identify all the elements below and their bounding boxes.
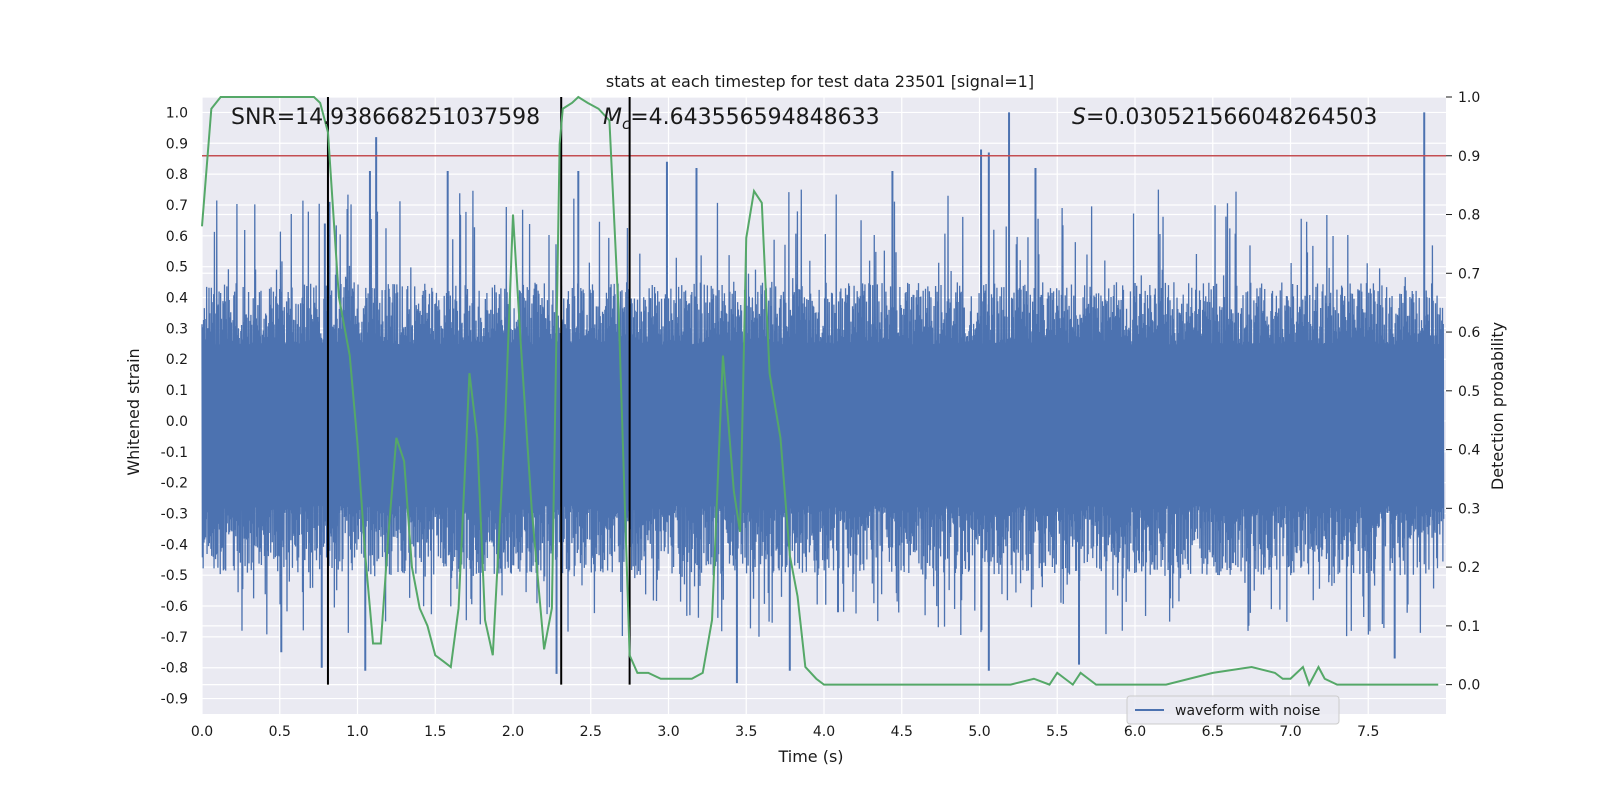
y2-tick-label: 0.0: [1458, 678, 1480, 694]
y-tick-label: -0.7: [161, 630, 188, 646]
y-tick-label: -0.3: [161, 506, 188, 522]
y-tick-label: -0.6: [161, 599, 188, 615]
x-tick-label: 2.5: [580, 724, 602, 740]
chart-title: stats at each timestep for test data 235…: [606, 72, 1034, 91]
y2-tick-label: 0.2: [1458, 560, 1480, 576]
s-annotation: S=0.030521566048264503: [1072, 105, 1377, 130]
x-tick-label: 0.0: [191, 724, 213, 740]
x-tick-label: 4.0: [813, 724, 835, 740]
x-tick-label: 7.5: [1357, 724, 1379, 740]
x-tick-label: 1.5: [424, 724, 446, 740]
y-tick-label: 0.5: [166, 260, 188, 276]
x-tick-label: 1.0: [346, 724, 368, 740]
y-tick-label: 0.1: [166, 383, 188, 399]
x-tick-label: 6.0: [1124, 724, 1146, 740]
snr-annotation: SNR=14.938668251037598: [231, 105, 540, 130]
x-tick-label: 7.0: [1279, 724, 1301, 740]
y-tick-label: 0.6: [166, 229, 188, 245]
y2-tick-label: 1.0: [1458, 90, 1480, 106]
y-tick-label: 0.9: [166, 136, 188, 152]
y-tick-label: 0.4: [166, 291, 188, 307]
y-tick-label: -0.4: [161, 537, 188, 553]
y2-axis-label: Detection probability: [1488, 322, 1507, 490]
y-tick-label: -0.5: [161, 568, 188, 584]
y2-tick-label: 0.1: [1458, 619, 1480, 635]
chirp-mass-value: =4.643556594848633: [630, 105, 879, 130]
waveform-with-noise-line: [201, 189, 1445, 637]
detection-probability-line: [201, 95, 1439, 688]
y-tick-label: 0.0: [166, 414, 188, 430]
x-tick-label: 0.5: [269, 724, 291, 740]
y-tick-label: 0.2: [166, 352, 188, 368]
s-symbol: S: [1072, 105, 1086, 130]
y-tick-label: 0.8: [166, 167, 188, 183]
y-axis-label: Whitened strain: [124, 348, 143, 475]
y2-tick-label: 0.3: [1458, 501, 1480, 517]
x-tick-label: 5.5: [1046, 724, 1068, 740]
chirp-mass-symbol: M: [603, 105, 622, 130]
y2-tick-label: 0.5: [1458, 384, 1480, 400]
y-tick-label: -0.1: [161, 445, 188, 461]
x-tick-label: 6.5: [1202, 724, 1224, 740]
x-tick-label: 5.0: [968, 724, 990, 740]
s-value: =0.030521566048264503: [1086, 105, 1377, 130]
y-tick-label: 1.0: [166, 105, 188, 121]
legend-label: waveform with noise: [1175, 703, 1320, 719]
plot-area: [201, 95, 1446, 688]
x-tick-label: 3.5: [735, 724, 757, 740]
legend-box: [1126, 695, 1340, 725]
y-tick-label: -0.9: [161, 692, 188, 708]
y2-tick-label: 0.6: [1458, 325, 1480, 341]
y2-tick-label: 0.9: [1458, 149, 1480, 165]
x-tick-label: 4.5: [891, 724, 913, 740]
x-axis-label: Time (s): [777, 747, 843, 766]
chirp-mass-subscript: c: [622, 115, 631, 133]
chirp-mass-annotation: Mc=4.643556594848633: [603, 105, 880, 133]
y2-tick-label: 0.7: [1458, 266, 1480, 282]
x-tick-label: 3.0: [657, 724, 679, 740]
y-tick-label: 0.3: [166, 321, 188, 337]
x-tick-label: 2.0: [502, 724, 524, 740]
legend: waveform with noise: [1126, 695, 1340, 725]
y-tick-label: -0.8: [161, 661, 188, 677]
axis-ticks: 0.0 0.5 1.0 1.5 2.0 2.5 3.0 3.5 4.0 4.5 5.0 5.5 6.0 6…: [161, 90, 1481, 740]
y2-tick-label: 0.4: [1458, 443, 1480, 459]
y-tick-label: -0.2: [161, 476, 188, 492]
y2-tick-label: 0.8: [1458, 208, 1480, 224]
y-tick-label: 0.7: [166, 198, 188, 214]
